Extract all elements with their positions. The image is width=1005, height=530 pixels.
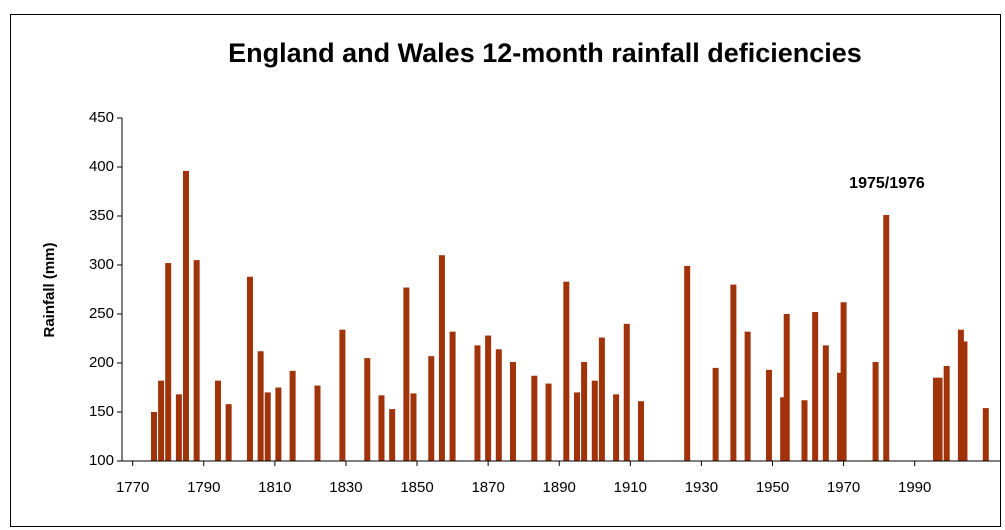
x-tick-label: 1970	[827, 479, 860, 496]
bar	[943, 365, 950, 461]
x-tick-label: 1930	[685, 479, 718, 496]
bar	[573, 392, 580, 461]
bar	[591, 380, 598, 461]
bar	[712, 367, 719, 461]
bar	[613, 394, 620, 461]
y-tick-label: 450	[89, 109, 114, 126]
bar	[257, 351, 264, 461]
x-tick-label: 1850	[400, 479, 433, 496]
bar	[175, 394, 182, 461]
x-tick-label: 1770	[116, 479, 149, 496]
y-tick-label: 250	[89, 305, 114, 322]
x-tick-label: 1870	[471, 479, 504, 496]
bar	[182, 170, 189, 462]
bar	[495, 349, 502, 461]
bar	[289, 370, 296, 461]
bar	[545, 383, 552, 461]
bar	[438, 255, 445, 461]
bar	[783, 314, 790, 461]
bar	[623, 323, 630, 461]
chart-frame	[10, 14, 1001, 527]
bar	[563, 281, 570, 461]
bar	[403, 287, 410, 461]
bar	[485, 335, 492, 461]
bar	[780, 397, 787, 461]
bar	[339, 329, 346, 461]
bar	[822, 345, 829, 461]
bar	[378, 395, 385, 461]
x-tick-label: 1890	[543, 479, 576, 496]
bar	[933, 377, 940, 461]
bar	[872, 362, 879, 461]
bar	[744, 331, 751, 461]
y-axis-label: Rainfall (mm)	[41, 242, 58, 337]
bar	[165, 263, 172, 461]
y-tick-label: 100	[89, 452, 114, 469]
bar	[264, 392, 271, 461]
bar	[510, 362, 517, 461]
x-tick-label: 1830	[329, 479, 362, 496]
y-tick-label: 200	[89, 354, 114, 371]
bar	[449, 331, 456, 461]
y-tick-label: 350	[89, 207, 114, 224]
bar	[961, 341, 968, 461]
x-tick-label: 1910	[614, 479, 647, 496]
bar	[936, 377, 943, 461]
bar	[158, 380, 165, 461]
x-tick-label: 1790	[187, 479, 220, 496]
y-tick-label: 150	[89, 403, 114, 420]
bar	[840, 302, 847, 461]
bar	[193, 260, 200, 461]
bar	[837, 372, 844, 461]
bar	[637, 401, 644, 461]
bar	[246, 276, 253, 461]
x-tick-label: 1950	[756, 479, 789, 496]
bar	[531, 375, 538, 461]
bar	[812, 312, 819, 461]
bar	[581, 362, 588, 461]
y-tick-label: 300	[89, 256, 114, 273]
bar	[364, 358, 371, 461]
bar	[410, 393, 417, 461]
x-tick-label: 1990	[898, 479, 931, 496]
bar	[765, 369, 772, 461]
chart-title: England and Wales 12-month rainfall defi…	[228, 38, 862, 68]
bar	[730, 284, 737, 461]
bar	[801, 400, 808, 461]
bar	[598, 337, 605, 461]
bar	[428, 356, 435, 461]
bar	[314, 385, 321, 461]
bar	[957, 329, 964, 461]
y-tick-label: 400	[89, 158, 114, 175]
bar	[389, 409, 396, 461]
bar	[214, 380, 221, 461]
bar	[982, 408, 989, 461]
annotation: 1975/1976	[849, 175, 925, 192]
bar	[474, 345, 481, 461]
bar	[883, 215, 890, 461]
bar	[225, 404, 232, 461]
bar	[150, 412, 157, 461]
bar	[275, 387, 282, 461]
bar	[684, 265, 691, 461]
x-tick-label: 1810	[258, 479, 291, 496]
